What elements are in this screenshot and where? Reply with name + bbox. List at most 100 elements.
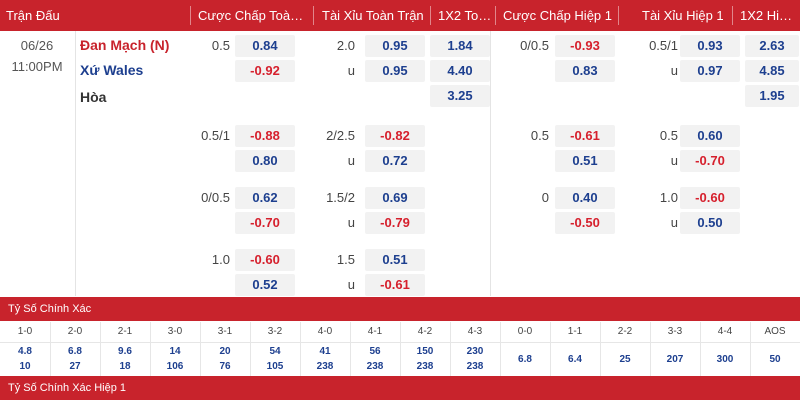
ou-under-odd[interactable]: -0.79	[365, 212, 425, 234]
score-home-odd[interactable]: 230	[466, 346, 484, 357]
score-draw-odd[interactable]: 6.8	[518, 354, 532, 365]
score-home-odd[interactable]: 6.8	[68, 346, 82, 357]
half-ou-over-odd[interactable]: 0.93	[680, 35, 740, 57]
score-home-odd[interactable]: 56	[369, 346, 381, 357]
ou-line: 1.5/2	[326, 190, 355, 205]
score-label: 1-0	[17, 326, 33, 337]
x12-draw-odd[interactable]: 3.25	[430, 85, 490, 107]
half-ou-under-odd[interactable]: 0.97	[680, 60, 740, 82]
ah-line: 0/0.5	[201, 190, 230, 205]
half-ah-home-odd[interactable]: 0.40	[555, 187, 615, 209]
header-ah-full[interactable]: Cược Chấp Toàn Trận	[198, 8, 310, 23]
team-home[interactable]: Đan Mạch (N)	[80, 37, 170, 53]
score-label: 1-1	[567, 326, 583, 337]
correct-score-half-title[interactable]: Tỷ Số Chính Xác Hiệp 1	[0, 376, 800, 400]
team-draw: Hòa	[80, 89, 107, 105]
ou-over-odd[interactable]: 0.69	[365, 187, 425, 209]
ah-away-odd[interactable]: -0.70	[235, 212, 295, 234]
ou-over-odd[interactable]: -0.82	[365, 125, 425, 147]
score-label: 3-1	[217, 326, 233, 337]
half-ah-home-odd[interactable]: -0.93	[555, 35, 615, 57]
score-away-odd[interactable]: 105	[266, 361, 284, 372]
half-ou-line: 0.5/1	[649, 38, 678, 53]
ah-away-odd[interactable]: 0.80	[235, 150, 295, 172]
half-ou-over-odd[interactable]: -0.60	[680, 187, 740, 209]
half-ah-line: 0	[541, 190, 549, 205]
score-away-odd[interactable]: 18	[119, 361, 131, 372]
half-ou-under-odd[interactable]: -0.70	[680, 150, 740, 172]
ou-under-label: u	[347, 277, 355, 292]
half-x12-draw-odd[interactable]: 1.95	[745, 85, 799, 107]
ou-under-odd[interactable]: 0.95	[365, 60, 425, 82]
score-draw-odd[interactable]: 207	[666, 354, 684, 365]
half-ah-away-odd[interactable]: -0.50	[555, 212, 615, 234]
header-ou-full[interactable]: Tài Xỉu Toàn Trận	[322, 8, 424, 23]
ah-line: 1.0	[211, 252, 230, 267]
score-away-odd[interactable]: 238	[416, 361, 434, 372]
score-home-odd[interactable]: 9.6	[118, 346, 132, 357]
header-1x2-half[interactable]: 1X2 Hiệp 1	[740, 8, 798, 23]
score-away-odd[interactable]: 10	[19, 361, 31, 372]
header-ah-half[interactable]: Cược Chấp Hiệp 1	[503, 8, 612, 23]
ah-home-odd[interactable]: 0.62	[235, 187, 295, 209]
ah-line: 0.5/1	[201, 128, 230, 143]
match-date: 06/26	[20, 38, 54, 53]
ah-home-odd[interactable]: 0.84	[235, 35, 295, 57]
score-label: 4-4	[717, 326, 733, 337]
half-ah-home-odd[interactable]: -0.61	[555, 125, 615, 147]
half-ah-away-odd[interactable]: 0.83	[555, 60, 615, 82]
ah-away-odd[interactable]: -0.92	[235, 60, 295, 82]
score-draw-odd[interactable]: 50	[769, 354, 781, 365]
half-ou-line: 1.0	[659, 190, 678, 205]
score-home-odd[interactable]: 14	[169, 346, 181, 357]
score-away-odd[interactable]: 76	[219, 361, 231, 372]
correct-score-title[interactable]: Tỷ Số Chính Xác	[0, 297, 800, 321]
score-label: 2-1	[117, 326, 133, 337]
score-label: AOS	[764, 326, 786, 337]
score-label: 3-3	[667, 326, 683, 337]
score-home-odd[interactable]: 150	[416, 346, 434, 357]
half-x12-home-odd[interactable]: 2.63	[745, 35, 799, 57]
score-label: 4-3	[467, 326, 483, 337]
match-time: 11:00PM	[11, 59, 63, 74]
ou-under-label: u	[347, 215, 355, 230]
score-label: 4-0	[317, 326, 333, 337]
ah-home-odd[interactable]: -0.88	[235, 125, 295, 147]
half-ah-line: 0/0.5	[520, 38, 549, 53]
half-ou-under-label: u	[670, 63, 678, 78]
odds-table-header: Trận Đấu Cược Chấp Toàn Trận Tài Xỉu Toà…	[0, 0, 800, 31]
header-ou-half[interactable]: Tài Xỉu Hiệp 1	[642, 8, 724, 23]
header-1x2-full[interactable]: 1X2 Toàn Trận	[438, 8, 494, 23]
ah-home-odd[interactable]: -0.60	[235, 249, 295, 271]
score-away-odd[interactable]: 238	[366, 361, 384, 372]
ah-away-odd[interactable]: 0.52	[235, 274, 295, 296]
score-draw-odd[interactable]: 25	[619, 354, 631, 365]
ou-over-odd[interactable]: 0.95	[365, 35, 425, 57]
score-label: 3-0	[167, 326, 183, 337]
score-home-odd[interactable]: 20	[219, 346, 231, 357]
score-home-odd[interactable]: 4.8	[18, 346, 32, 357]
ou-line: 1.5	[336, 252, 355, 267]
x12-home-odd[interactable]: 1.84	[430, 35, 490, 57]
score-away-odd[interactable]: 27	[69, 361, 81, 372]
score-away-odd[interactable]: 238	[466, 361, 484, 372]
score-away-odd[interactable]: 106	[166, 361, 184, 372]
x12-away-odd[interactable]: 4.40	[430, 60, 490, 82]
score-draw-odd[interactable]: 6.4	[568, 354, 582, 365]
score-home-odd[interactable]: 54	[269, 346, 281, 357]
header-match[interactable]: Trận Đấu	[6, 8, 60, 23]
ou-under-odd[interactable]: 0.72	[365, 150, 425, 172]
ou-under-label: u	[347, 63, 355, 78]
half-ah-away-odd[interactable]: 0.51	[555, 150, 615, 172]
score-away-odd[interactable]: 238	[316, 361, 334, 372]
half-ah-line: 0.5	[530, 128, 549, 143]
ou-over-odd[interactable]: 0.51	[365, 249, 425, 271]
ou-under-odd[interactable]: -0.61	[365, 274, 425, 296]
score-draw-odd[interactable]: 300	[716, 354, 734, 365]
half-ou-under-odd[interactable]: 0.50	[680, 212, 740, 234]
score-label: 3-2	[267, 326, 283, 337]
half-x12-away-odd[interactable]: 4.85	[745, 60, 799, 82]
score-home-odd[interactable]: 41	[319, 346, 331, 357]
half-ou-over-odd[interactable]: 0.60	[680, 125, 740, 147]
team-away[interactable]: Xứ Wales	[80, 62, 144, 78]
